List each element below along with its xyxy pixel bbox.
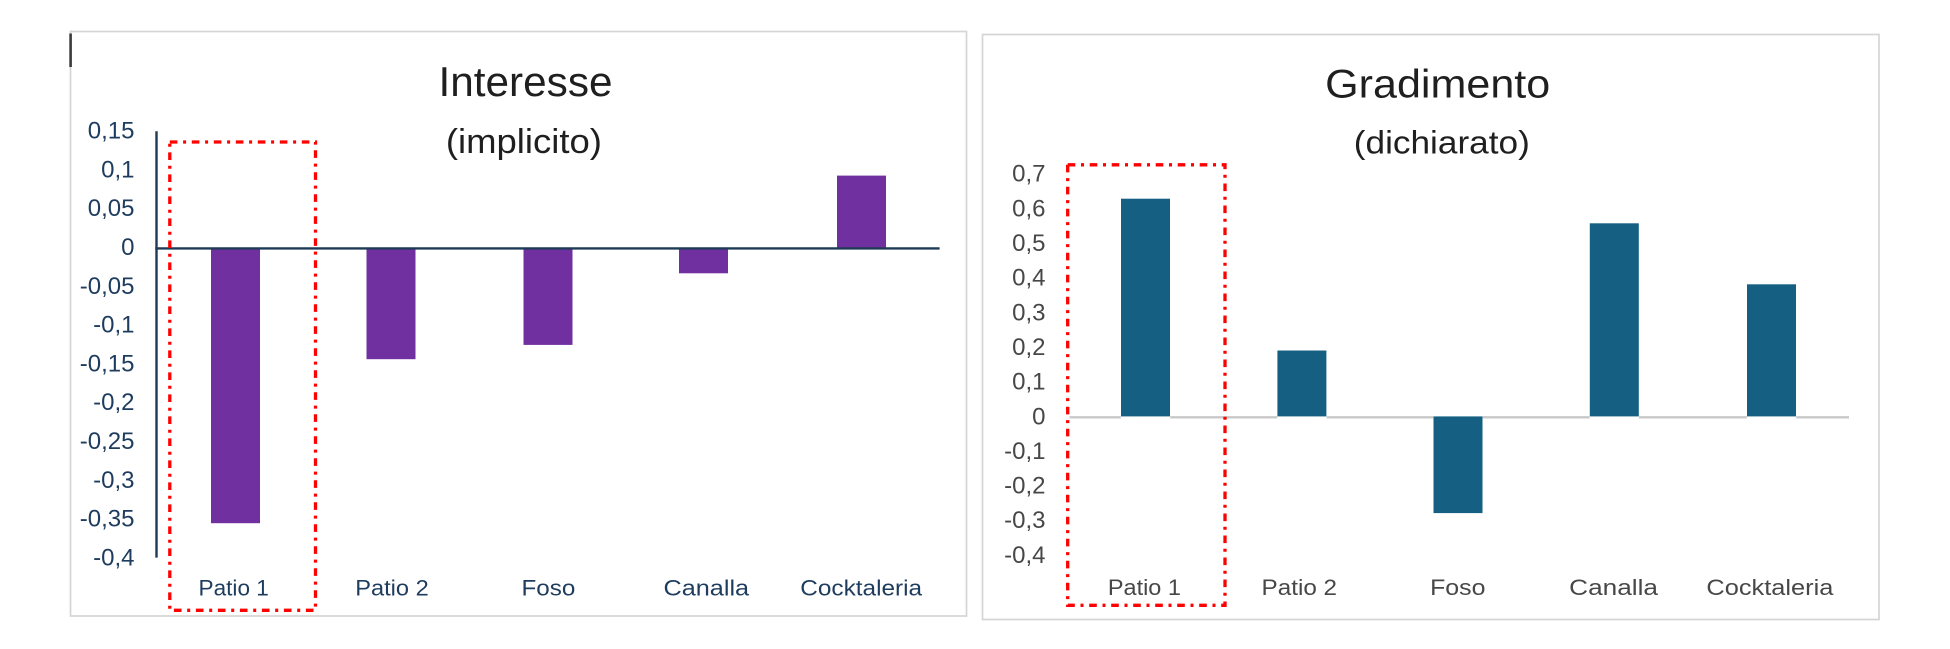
svg-text:0,6: 0,6: [1012, 195, 1045, 222]
svg-text:(implicito): (implicito): [446, 123, 602, 161]
svg-text:0,2: 0,2: [1012, 334, 1045, 361]
svg-text:-0,4: -0,4: [1004, 542, 1045, 569]
svg-text:0,1: 0,1: [101, 156, 134, 183]
svg-text:-0,1: -0,1: [1004, 438, 1045, 465]
svg-text:Gradimento: Gradimento: [1325, 63, 1550, 107]
svg-text:-0,4: -0,4: [93, 544, 134, 571]
svg-text:Patio 2: Patio 2: [1262, 575, 1338, 600]
svg-text:0,7: 0,7: [1012, 161, 1045, 188]
svg-text:0,5: 0,5: [1012, 230, 1045, 257]
svg-text:0,1: 0,1: [1012, 369, 1045, 396]
svg-text:Patio 2: Patio 2: [355, 576, 429, 601]
svg-text:(dichiarato): (dichiarato): [1354, 125, 1530, 161]
svg-text:-0,3: -0,3: [93, 467, 134, 494]
svg-text:Patio 1: Patio 1: [199, 576, 269, 601]
svg-text:Interesse: Interesse: [439, 58, 613, 105]
svg-text:-0,1: -0,1: [93, 312, 134, 339]
svg-text:0,4: 0,4: [1012, 265, 1045, 292]
svg-text:-0,15: -0,15: [80, 350, 135, 377]
svg-text:Cocktaleria: Cocktaleria: [800, 576, 923, 601]
svg-text:Foso: Foso: [1430, 575, 1485, 600]
svg-text:-0,2: -0,2: [93, 389, 134, 416]
svg-text:Patio 1: Patio 1: [1108, 575, 1181, 600]
svg-text:Cocktaleria: Cocktaleria: [1706, 575, 1834, 600]
svg-text:0,05: 0,05: [88, 195, 135, 222]
svg-text:0: 0: [1032, 403, 1045, 430]
svg-text:-0,05: -0,05: [80, 273, 135, 300]
svg-text:-0,25: -0,25: [80, 428, 135, 455]
svg-text:-0,35: -0,35: [80, 506, 135, 533]
svg-text:-0,2: -0,2: [1004, 473, 1045, 500]
svg-text:Canalla: Canalla: [1569, 575, 1659, 600]
svg-text:0: 0: [121, 234, 134, 261]
svg-text:Foso: Foso: [522, 576, 576, 601]
svg-text:Canalla: Canalla: [664, 576, 750, 601]
svg-text:0,3: 0,3: [1012, 299, 1045, 326]
svg-text:0,15: 0,15: [88, 118, 135, 145]
svg-text:-0,3: -0,3: [1004, 507, 1045, 534]
